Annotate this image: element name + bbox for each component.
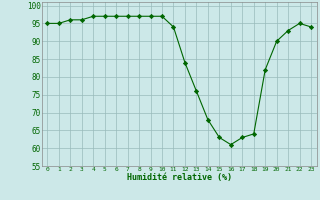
X-axis label: Humidité relative (%): Humidité relative (%) <box>127 173 232 182</box>
